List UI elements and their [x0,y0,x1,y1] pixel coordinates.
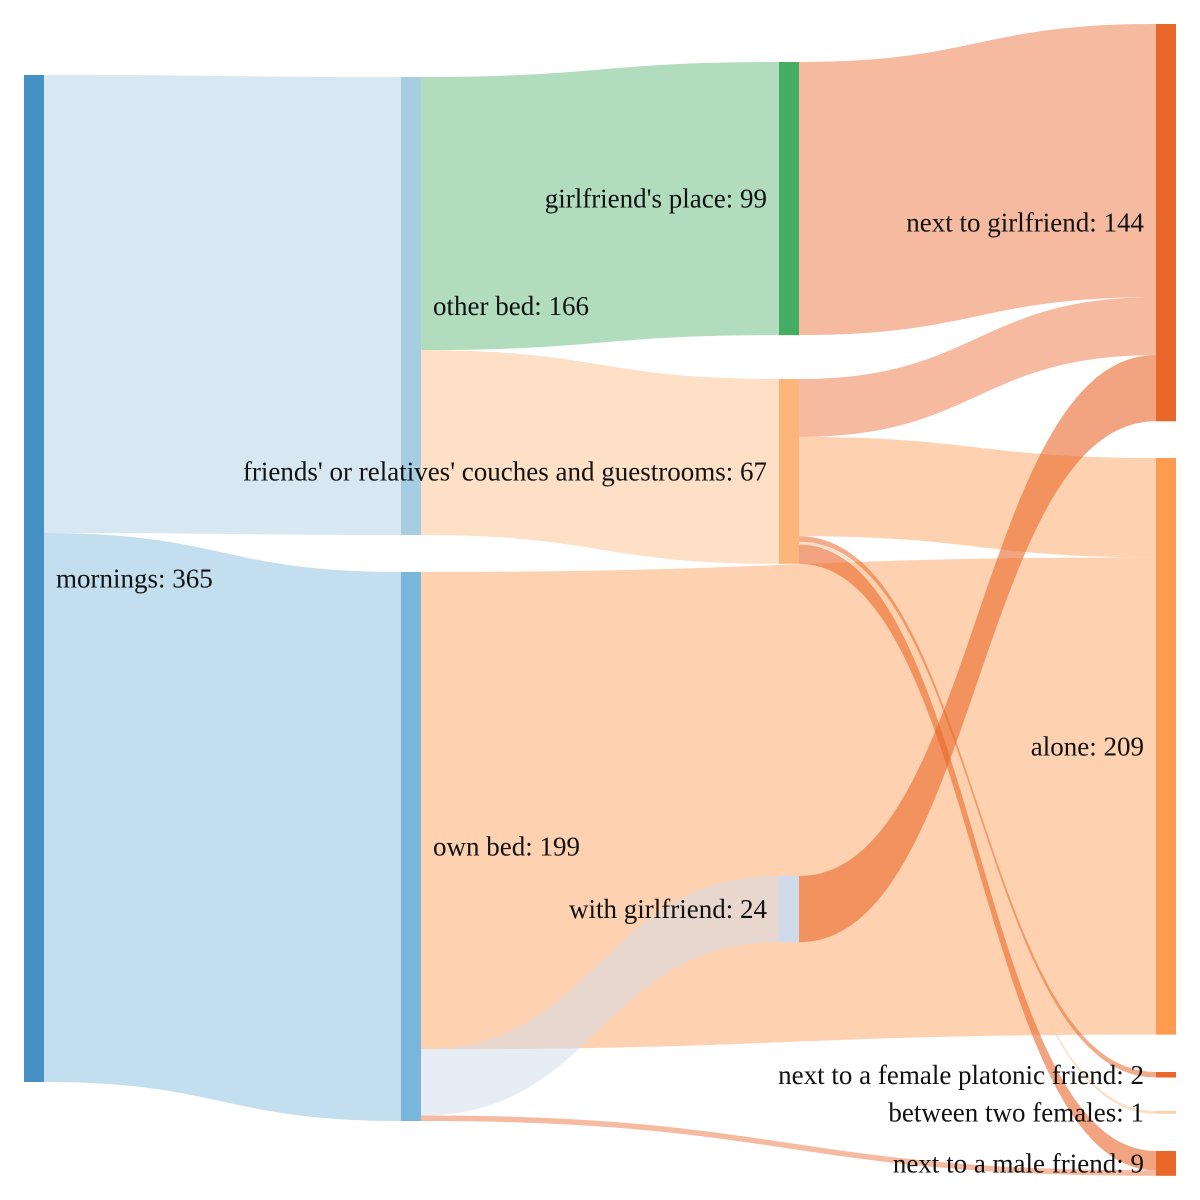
link-couches-to-male_friend[interactable] [799,544,1156,1171]
node-other_bed[interactable] [401,77,421,535]
node-couches[interactable] [779,379,799,564]
link-own_bed-to-male_friend[interactable] [421,1115,1156,1176]
node-own_bed[interactable] [401,572,421,1122]
link-own_bed-to-with_gf[interactable] [421,876,779,1116]
node-label-mornings: mornings: 365 [56,564,213,594]
link-other_bed-to-couches[interactable] [421,350,779,564]
node-label-female_friend: next to a female platonic friend: 2 [778,1060,1144,1090]
node-label-two_females: between two females: 1 [888,1097,1144,1127]
node-label-other_bed: other bed: 166 [433,291,589,321]
node-label-alone: alone: 209 [1031,731,1144,761]
link-couches-to-alone[interactable] [799,436,1156,558]
link-couches-to-next_gf[interactable] [799,297,1156,437]
node-alone[interactable] [1156,458,1176,1035]
node-label-with_gf: with girlfriend: 24 [569,894,767,924]
node-two_females[interactable] [1156,1111,1176,1114]
node-gf_place[interactable] [779,62,799,336]
nodes-layer [24,24,1176,1176]
node-label-male_friend: next to a male friend: 9 [893,1148,1144,1178]
link-couches-to-female_friend[interactable] [799,536,1156,1078]
node-male_friend[interactable] [1156,1151,1176,1176]
links-layer [44,24,1156,1176]
labels-layer: mornings: 365 other bed: 166 own bed: 199 g… [56,184,1144,1179]
link-other_bed-to-gf_place[interactable] [421,62,779,351]
node-next_gf[interactable] [1156,24,1176,422]
node-label-own_bed: own bed: 199 [433,832,580,862]
link-with_gf-to-next_gf[interactable] [799,355,1156,943]
node-label-couches: friends' or relatives' couches and guest… [243,456,767,486]
node-with_gf[interactable] [779,876,799,943]
link-own_bed-to-alone[interactable] [421,557,1156,1050]
node-mornings[interactable] [24,75,44,1082]
link-mornings-to-other_bed[interactable] [44,75,401,535]
node-label-next_gf: next to girlfriend: 144 [906,208,1144,238]
node-female_friend[interactable] [1156,1072,1176,1078]
link-couches-to-two_females[interactable] [799,541,1156,1114]
link-mornings-to-own_bed[interactable] [44,532,401,1122]
node-label-gf_place: girlfriend's place: 99 [545,184,767,214]
link-gf_place-to-next_gf[interactable] [799,24,1156,336]
